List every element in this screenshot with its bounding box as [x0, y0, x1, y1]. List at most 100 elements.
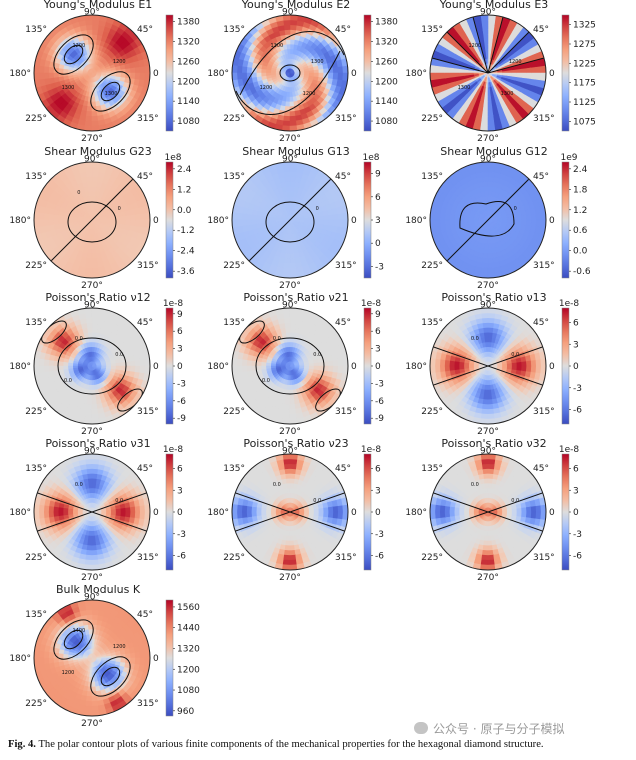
field-cell — [85, 262, 93, 269]
field-cell — [91, 166, 100, 173]
field-cell — [91, 326, 98, 333]
field-cell — [481, 262, 489, 269]
contour-lines — [53, 34, 131, 112]
field-cell — [480, 272, 489, 278]
field-cell — [289, 190, 295, 197]
field-cell — [241, 213, 248, 221]
contour-line — [447, 179, 529, 261]
field-cell — [463, 69, 470, 74]
field-cell — [289, 195, 294, 202]
angle-label: 0 — [549, 69, 555, 79]
field-cell — [487, 262, 495, 269]
field-cell — [129, 365, 136, 373]
field-cell — [101, 72, 107, 76]
field-cell — [289, 166, 298, 173]
field-cell — [134, 213, 141, 221]
colorbar-tick-label: -3 — [177, 379, 186, 389]
field-cell — [34, 358, 40, 367]
plot-border — [231, 14, 349, 132]
field-cell — [485, 234, 489, 240]
field-cell — [134, 72, 141, 80]
colorbar-tick-label: 9 — [375, 310, 381, 320]
contour-lines — [249, 179, 331, 261]
field-cell — [120, 219, 127, 225]
contour-label: 1300 — [270, 43, 283, 49]
contour-line — [487, 57, 545, 74]
field-cell — [87, 394, 93, 401]
plot-border — [429, 14, 547, 132]
field-cell — [57, 361, 64, 367]
field-cell — [43, 359, 50, 367]
angle-label: 315° — [335, 261, 357, 271]
field-cell — [86, 253, 93, 260]
field-cell — [115, 365, 122, 371]
colorbar-tick-label: 0 — [375, 362, 381, 372]
field-cell — [506, 219, 513, 224]
colorbar-tick-label: 3 — [375, 345, 381, 355]
field-cell — [530, 72, 537, 80]
field-cell — [139, 358, 146, 367]
angle-label: 270° — [81, 134, 103, 144]
field-cell — [91, 408, 99, 415]
colorbar-tick-label: 1225 — [573, 59, 596, 69]
field-cell — [270, 70, 276, 74]
contour-label: 1200 — [260, 85, 273, 91]
colorbar-exponent: 1e-8 — [163, 299, 184, 309]
field-cell — [91, 115, 99, 122]
field-cell — [283, 257, 291, 264]
field-cell — [289, 120, 298, 127]
field-cell — [282, 312, 291, 319]
field-cell — [289, 15, 298, 21]
field-cell — [91, 19, 100, 26]
field-cell — [540, 72, 546, 81]
angle-label: 0 — [153, 362, 159, 372]
field-cell — [67, 362, 74, 367]
field-cell — [487, 195, 492, 202]
colorbar-tick-label: 0 — [177, 362, 183, 372]
field-cell — [342, 72, 348, 81]
field-cell — [481, 115, 489, 122]
field-cell — [430, 212, 436, 221]
angle-label: 45° — [533, 25, 549, 35]
field-cell — [282, 120, 291, 127]
contour-label: 1200 — [303, 91, 316, 97]
field-cell — [285, 101, 291, 108]
field-cell — [91, 190, 97, 197]
colorbar — [165, 307, 174, 425]
chart-title: Shear Modulus G23 — [44, 145, 151, 158]
field-cell — [87, 248, 93, 255]
plot-border — [33, 161, 151, 279]
field-cell — [232, 212, 238, 221]
angle-label: 0 — [153, 69, 159, 79]
plot-border — [429, 161, 547, 279]
angle-label: 0 — [153, 216, 159, 226]
field-cell — [289, 262, 297, 269]
contour-lines — [447, 179, 529, 261]
field-cell — [304, 219, 310, 223]
angle-label: 270° — [477, 134, 499, 144]
angle-label: 315° — [137, 261, 159, 271]
field-cell — [487, 29, 495, 36]
field-cell — [439, 72, 446, 80]
field-cell — [129, 72, 136, 80]
contour-label: 1300 — [311, 59, 324, 65]
field-cell — [289, 408, 297, 415]
contour-field — [34, 15, 150, 131]
angle-label: 0 — [351, 362, 357, 372]
field-cell — [304, 72, 310, 76]
field-cell — [48, 359, 55, 367]
field-cell — [139, 365, 146, 374]
field-cell — [318, 365, 325, 371]
contour-field — [232, 15, 348, 131]
colorbar-tick-label: 1380 — [177, 18, 200, 28]
contour-line — [100, 81, 121, 102]
colorbar — [165, 14, 174, 132]
field-cell — [286, 91, 291, 98]
field-cell — [287, 234, 291, 240]
contour-line — [472, 16, 489, 74]
field-cell — [283, 171, 291, 178]
colorbar-tick-label: -3 — [375, 262, 384, 272]
field-cell — [482, 106, 489, 113]
angle-label: 90° — [84, 8, 100, 18]
